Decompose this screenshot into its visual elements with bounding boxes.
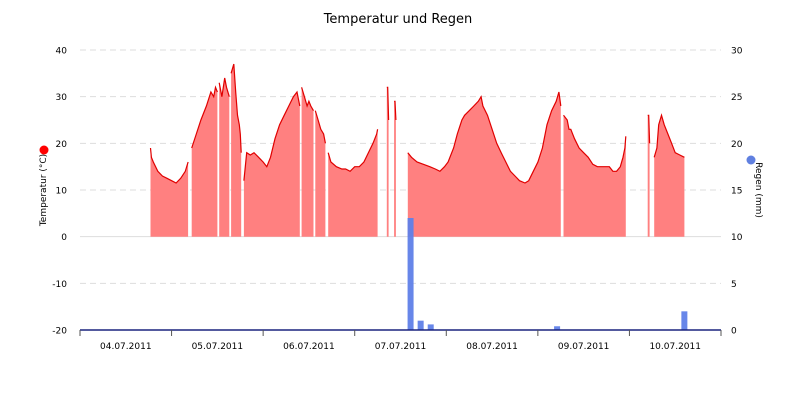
x-tick-label: 06.07.2011 bbox=[283, 342, 335, 352]
y-left-tick-label: 10 bbox=[56, 187, 68, 197]
y-right-tick-label: 25 bbox=[731, 93, 742, 103]
temperature-area bbox=[150, 148, 189, 237]
y-left-axis-label: Temperatur (°C) bbox=[39, 154, 49, 227]
y-right-axis-label: Regen (mm) bbox=[753, 162, 763, 218]
x-tick-label: 08.07.2011 bbox=[466, 342, 518, 352]
y-left-tick-label: -20 bbox=[52, 327, 67, 337]
temperature-area bbox=[301, 87, 314, 237]
temperature-area bbox=[563, 115, 626, 237]
rain-bar bbox=[417, 320, 424, 330]
temperature-area bbox=[328, 129, 378, 237]
temperature-legend-marker bbox=[39, 145, 49, 155]
temperature-area bbox=[219, 78, 230, 237]
y-right-tick-label: 15 bbox=[731, 187, 742, 197]
temperature-area bbox=[231, 64, 242, 237]
rain-series bbox=[407, 218, 688, 330]
temperature-line bbox=[653, 113, 685, 158]
rain-legend-marker bbox=[746, 155, 756, 165]
axis-layer: -20 -10 0 10 20 30 40 0 5 10 15 20 25 30 04.07.2011 05.… bbox=[52, 47, 742, 353]
y-left-tick-label: -10 bbox=[52, 280, 67, 290]
temperature-area bbox=[394, 101, 396, 237]
temperature-area bbox=[647, 115, 650, 237]
temperature-area bbox=[315, 110, 326, 237]
x-tick-label: 10.07.2011 bbox=[649, 342, 701, 352]
y-right-tick-label: 10 bbox=[731, 233, 743, 243]
y-right-tick-label: 0 bbox=[731, 327, 737, 337]
y-right-tick-label: 20 bbox=[731, 140, 743, 150]
y-left-tick-label: 20 bbox=[56, 140, 68, 150]
rain-bar bbox=[681, 311, 688, 330]
temperature-line bbox=[218, 77, 230, 97]
temperature-area bbox=[654, 115, 685, 237]
temperature-area bbox=[243, 92, 300, 237]
x-tick-label: 04.07.2011 bbox=[100, 342, 152, 352]
temperature-line bbox=[314, 110, 326, 144]
temperature-line bbox=[243, 90, 301, 181]
y-right-tick-label: 30 bbox=[731, 47, 743, 57]
temperature-line bbox=[230, 63, 242, 153]
y-left-tick-label: 0 bbox=[61, 233, 67, 243]
y-left-tick-label: 30 bbox=[56, 93, 68, 103]
temperature-line bbox=[407, 91, 562, 184]
y-left-tick-label: 40 bbox=[56, 47, 68, 57]
temperature-area bbox=[407, 92, 561, 237]
rain-bar bbox=[407, 218, 414, 330]
temperature-line bbox=[149, 147, 189, 184]
temperature-line bbox=[394, 100, 397, 121]
temperature-line bbox=[647, 114, 651, 144]
rain-bar bbox=[554, 326, 561, 330]
x-tick-label: 09.07.2011 bbox=[558, 342, 610, 352]
temperature-line bbox=[301, 87, 315, 111]
temperature-line bbox=[386, 86, 390, 121]
temperature-line bbox=[191, 85, 218, 149]
temperature-line bbox=[563, 114, 627, 172]
rain-bar bbox=[427, 324, 434, 330]
temperature-area bbox=[386, 87, 389, 237]
temperature-series bbox=[149, 63, 685, 237]
y-right-tick-label: 5 bbox=[731, 280, 737, 290]
x-tick-label: 05.07.2011 bbox=[192, 342, 244, 352]
temperature-line bbox=[327, 129, 379, 173]
temperature-area bbox=[191, 87, 218, 237]
x-tick-label: 07.07.2011 bbox=[375, 342, 427, 352]
chart-title: Temperatur und Regen bbox=[323, 12, 473, 27]
